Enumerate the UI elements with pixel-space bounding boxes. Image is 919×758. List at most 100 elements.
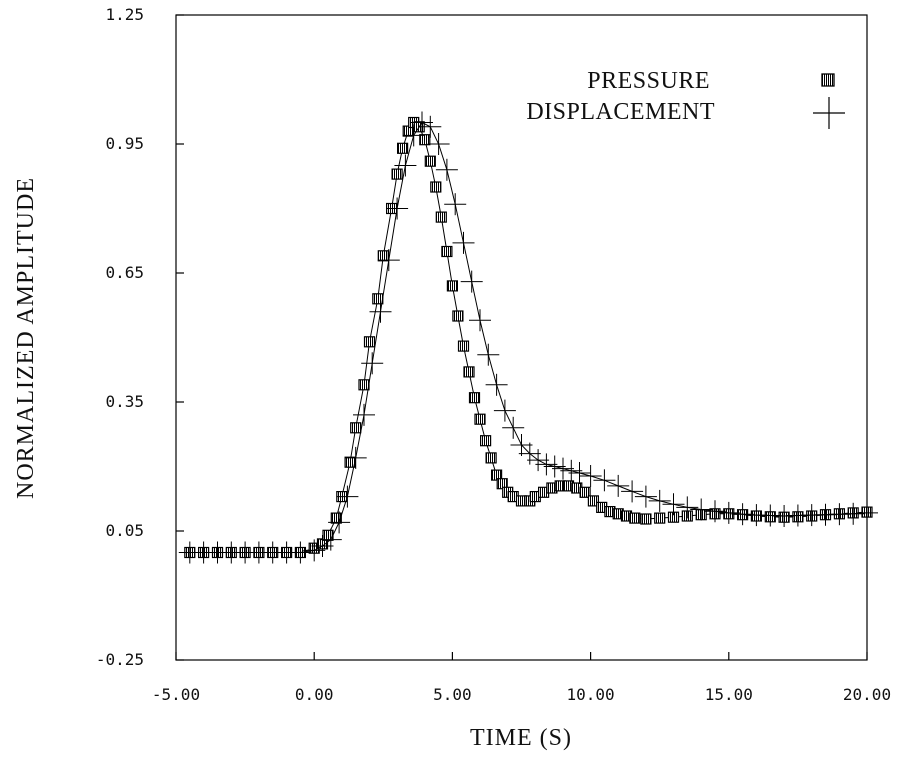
data-point-pressure — [441, 245, 453, 258]
y-axis-title: NORMALIZED AMPLITUDE — [13, 177, 39, 499]
data-point-pressure — [350, 422, 362, 434]
data-point-pressure — [377, 250, 389, 262]
y-tick-label: 0.95 — [105, 134, 144, 153]
legend-marker-displacement — [813, 97, 845, 129]
data-point-displacement — [319, 528, 342, 551]
data-point-pressure — [330, 512, 342, 524]
data-point-pressure — [363, 336, 376, 348]
series-line-displacement — [189, 121, 868, 553]
data-point-pressure — [474, 413, 486, 425]
data-point-pressure — [468, 392, 481, 404]
data-point-displacement — [579, 465, 602, 487]
data-point-pressure — [491, 469, 503, 481]
data-point-displacement — [402, 124, 425, 147]
series-pressure — [184, 116, 873, 559]
data-point-displacement — [336, 485, 359, 508]
data-point-pressure — [480, 435, 492, 447]
y-axis-ticks: -0.25 0.05 0.35 0.65 0.95 1.25 — [96, 5, 184, 669]
data-point-pressure — [391, 168, 403, 180]
data-point-pressure — [419, 134, 431, 146]
x-tick-label: 5.00 — [433, 685, 472, 704]
y-tick-label: 0.05 — [105, 521, 144, 540]
data-point-displacement — [386, 197, 409, 220]
data-point-displacement — [353, 403, 375, 426]
data-point-displacement — [593, 469, 616, 492]
data-point-pressure — [446, 280, 458, 292]
x-axis-ticks: -5.00 0.00 5.00 10.00 15.00 20.00 — [152, 652, 891, 704]
data-point-pressure — [579, 486, 591, 498]
legend-label-displacement: DISPLACEMENT — [526, 99, 715, 125]
data-point-pressure — [430, 181, 442, 193]
data-point-pressure — [640, 513, 652, 525]
data-point-displacement — [377, 249, 400, 272]
series-line-pressure — [189, 121, 868, 553]
series-layer — [178, 111, 878, 564]
data-point-displacement — [469, 309, 491, 332]
data-point-pressure — [452, 310, 464, 322]
legend: PRESSURE DISPLACEMENT — [526, 68, 845, 129]
data-point-displacement — [607, 474, 630, 497]
y-tick-label: 0.65 — [105, 263, 144, 282]
data-point-displacement — [311, 535, 334, 557]
data-point-pressure — [397, 142, 409, 154]
data-point-displacement — [527, 449, 550, 472]
data-point-displacement — [419, 115, 442, 138]
x-tick-label: -5.00 — [152, 685, 200, 704]
data-point-pressure — [463, 366, 475, 378]
data-point-pressure — [435, 211, 447, 223]
data-point-displacement — [543, 455, 566, 478]
data-point-displacement — [560, 459, 583, 482]
data-point-displacement — [369, 300, 392, 323]
x-tick-label: 10.00 — [567, 685, 615, 704]
data-point-displacement — [303, 539, 326, 562]
data-point-displacement — [328, 511, 351, 534]
data-point-pressure — [424, 155, 436, 167]
data-point-displacement — [502, 416, 525, 439]
data-point-displacement — [477, 343, 500, 366]
data-point-displacement — [510, 434, 533, 456]
plot-frame — [175, 14, 868, 661]
data-point-displacement — [648, 489, 671, 512]
data-point-displacement — [568, 462, 591, 484]
series-displacement — [178, 111, 878, 564]
data-point-displacement — [493, 399, 516, 422]
data-point-displacement — [361, 352, 384, 375]
y-tick-label: 0.35 — [105, 392, 144, 411]
data-point-pressure — [629, 512, 641, 524]
data-point-displacement — [485, 373, 508, 396]
x-tick-label: 20.00 — [843, 685, 891, 704]
data-point-pressure — [485, 452, 497, 464]
data-point-displacement — [842, 502, 865, 525]
data-point-displacement — [411, 111, 433, 134]
data-point-pressure — [457, 340, 470, 352]
x-axis-title: TIME (S) — [470, 725, 572, 751]
data-point-displacement — [460, 270, 483, 293]
data-point-displacement — [535, 453, 558, 476]
data-point-displacement — [731, 503, 754, 526]
x-tick-label: 0.00 — [295, 685, 334, 704]
data-point-displacement — [452, 231, 475, 254]
data-point-displacement — [444, 193, 467, 216]
data-point-displacement — [427, 133, 450, 155]
data-point-pressure — [654, 512, 666, 524]
data-point-displacement — [704, 500, 726, 523]
legend-label-pressure: PRESSURE — [587, 68, 710, 94]
data-point-displacement — [394, 154, 417, 177]
y-tick-label: 1.25 — [105, 5, 144, 24]
legend-marker-pressure — [821, 73, 835, 87]
data-point-displacement — [518, 442, 541, 465]
data-point-displacement — [552, 457, 574, 480]
data-point-displacement — [289, 541, 312, 564]
y-tick-label: -0.25 — [96, 650, 144, 669]
data-point-displacement — [717, 501, 740, 524]
data-point-pressure — [372, 293, 384, 305]
data-point-displacement — [690, 498, 713, 521]
data-point-displacement — [621, 480, 644, 503]
data-point-displacement — [856, 501, 878, 524]
data-point-displacement — [676, 496, 699, 519]
data-point-pressure — [358, 379, 370, 391]
data-point-displacement — [634, 485, 657, 508]
x-tick-label: 15.00 — [705, 685, 753, 704]
data-point-displacement — [344, 446, 367, 469]
